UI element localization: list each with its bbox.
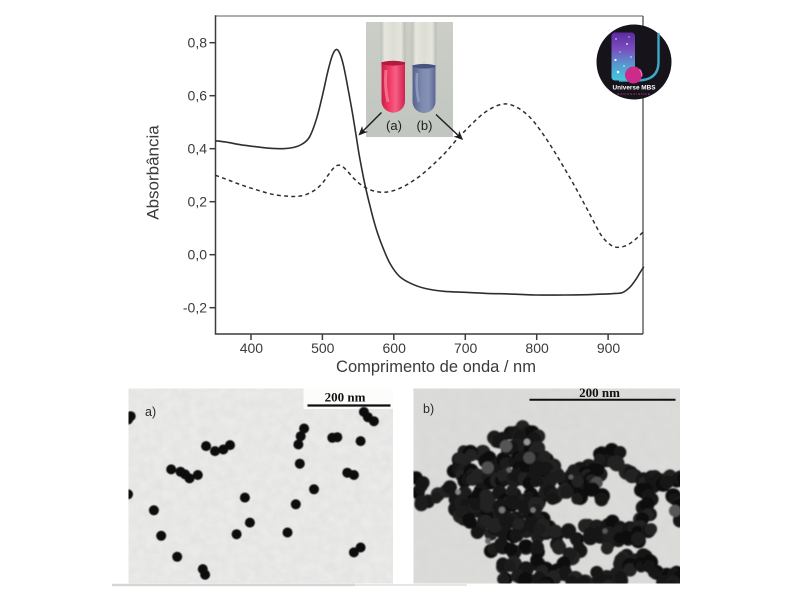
- svg-text:600: 600: [383, 340, 407, 356]
- svg-text:0,6: 0,6: [188, 88, 208, 104]
- svg-text:a): a): [145, 405, 156, 419]
- svg-text:0,0: 0,0: [188, 247, 208, 263]
- svg-text:200 nm: 200 nm: [579, 385, 620, 400]
- svg-text:-0,2: -0,2: [183, 300, 207, 316]
- svg-text:NANOSCIENCE: NANOSCIENCE: [617, 92, 651, 96]
- svg-text:0,8: 0,8: [188, 35, 208, 51]
- svg-text:200 nm: 200 nm: [325, 390, 366, 405]
- svg-text:Absorbância: Absorbância: [144, 125, 163, 220]
- svg-text:900: 900: [597, 340, 621, 356]
- svg-text:700: 700: [454, 340, 478, 356]
- svg-text:400: 400: [240, 340, 264, 356]
- svg-text:Comprimento de onda / nm: Comprimento de onda / nm: [336, 358, 536, 376]
- svg-text:(b): (b): [417, 118, 433, 133]
- svg-text:0,2: 0,2: [188, 194, 208, 210]
- svg-text:(a): (a): [386, 118, 402, 133]
- svg-text:500: 500: [311, 340, 335, 356]
- svg-text:0,4: 0,4: [188, 141, 208, 157]
- svg-text:800: 800: [525, 340, 549, 356]
- svg-text:Universe MBS: Universe MBS: [613, 85, 657, 92]
- svg-text:b): b): [423, 402, 434, 416]
